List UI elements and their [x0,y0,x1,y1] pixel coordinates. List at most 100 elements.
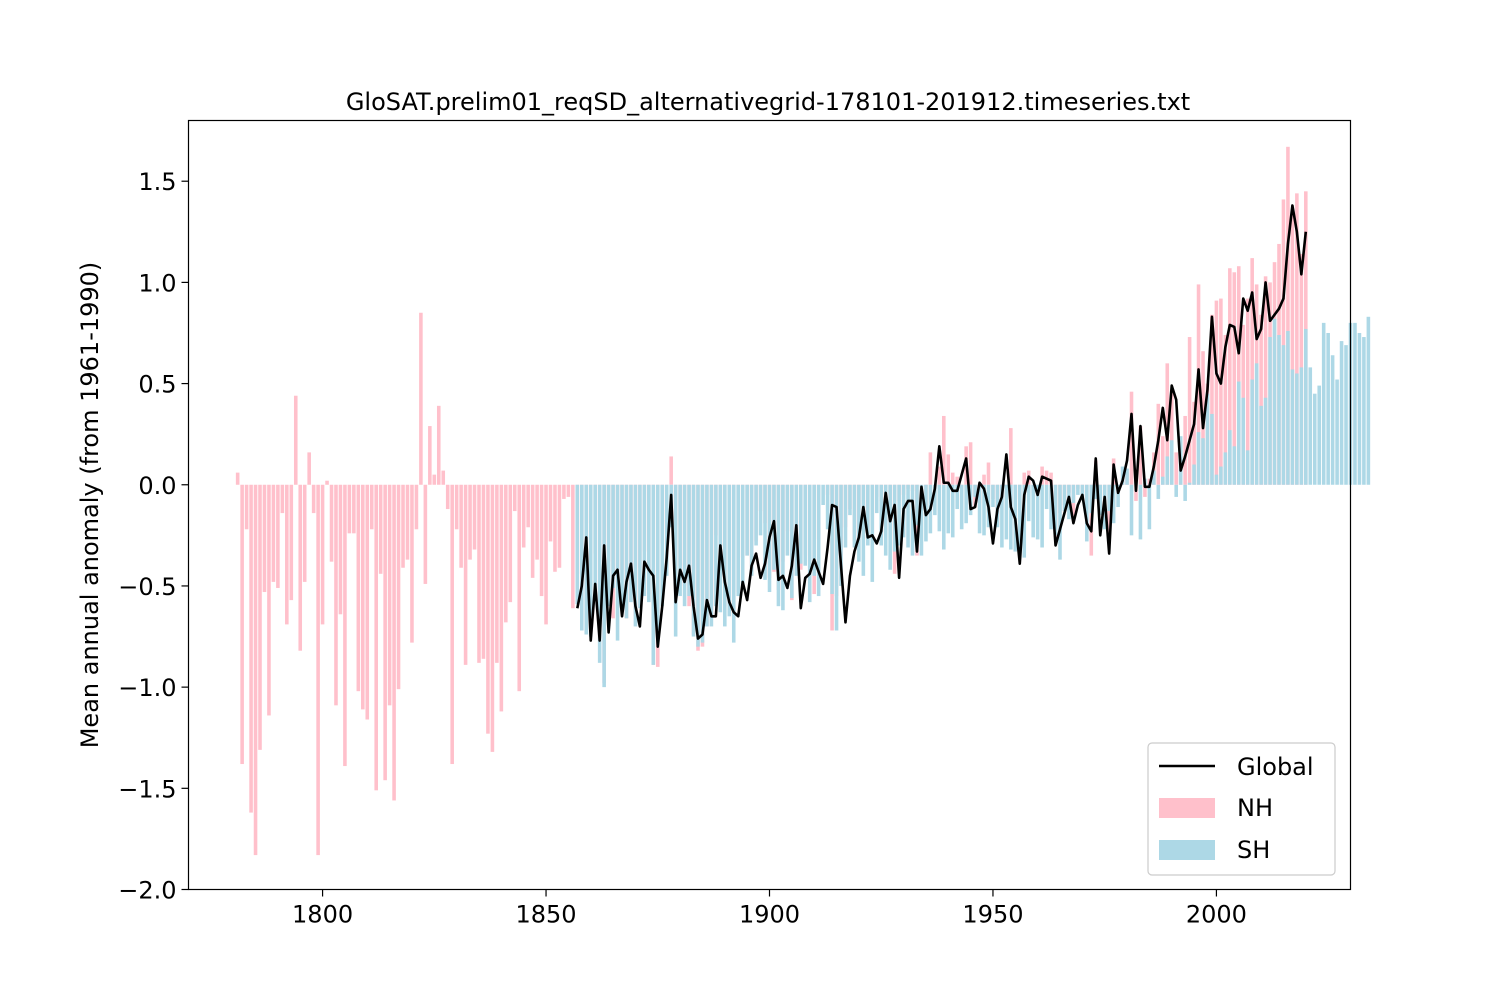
nh-bar-1807 [352,484,356,534]
y-tick-label--2: −2.0 [118,877,176,905]
sh-bar-1882 [687,484,691,597]
sh-bar-1970 [1080,484,1085,497]
nh-bar-1820 [410,484,414,643]
sh-bar-2023 [1317,385,1322,485]
sh-bar-1968 [1071,484,1076,503]
sh-bar-2008 [1250,379,1254,485]
sh-bar-2020 [1304,328,1308,485]
sh-bar-1899 [763,484,767,580]
nh-bar-1793 [289,484,294,601]
nh-bar-1991 [1174,452,1178,485]
nh-bar-2007 [1245,298,1250,485]
sh-bar-1973 [1093,484,1098,499]
sh-bar-2010 [1259,405,1263,485]
sh-bar-1938 [937,484,942,532]
nh-bar-1994 [1187,337,1192,485]
sh-bar-1916 [839,484,843,586]
nh-bar-1954 [1009,428,1013,485]
nh-bar-1945 [968,442,973,485]
legend: Global NH SH [1147,742,1336,876]
nh-bar-1949 [986,462,991,485]
sh-bar-1972 [1089,484,1094,514]
nh-bar-1827 [441,470,446,485]
sh-bar-1886 [705,484,709,627]
sh-bar-2019 [1299,367,1304,485]
nh-bar-1845 [521,484,526,548]
sh-bar-1902 [776,484,781,607]
sh-bar-1898 [758,484,763,536]
nh-bar-1846 [526,484,530,528]
sh-bar-2009 [1254,363,1259,485]
sh-bar-1895 [745,484,749,556]
legend-label-sh: SH [1237,836,1270,864]
nh-bar-1812 [374,484,378,791]
sh-bar-1937 [933,484,937,516]
nh-bar-1814 [383,484,387,781]
x-axis: 1800 1850 1900 1950 2000 [292,889,1247,929]
nh-bar-1795 [298,484,303,651]
x-tick-label-2000: 2000 [1186,901,1247,929]
sh-bar-2017 [1290,369,1295,485]
sh-bar-1865 [611,484,615,588]
nh-bar-1800 [320,484,325,625]
sh-bar-1857 [575,484,580,605]
nh-bar-1822 [419,312,423,485]
nh-bar-1853 [557,484,562,568]
sh-bar-1990 [1169,440,1174,485]
y-tick-label--0.5: −0.5 [118,573,176,601]
sh-bar-1881 [682,484,687,607]
nh-bar-1988 [1161,436,1165,485]
nh-bar-1963 [1049,472,1053,485]
nh-bar-1841 [504,484,508,623]
nh-bar-1821 [414,484,419,530]
sh-bar-1904 [785,484,790,556]
sh-bar-1921 [861,484,866,576]
sh-bar-1909 [807,484,812,603]
sh-bar-2013 [1272,318,1277,485]
sh-bar-1974 [1098,484,1103,516]
sh-bar-2001 [1219,466,1223,485]
legend-label-global: Global [1237,753,1314,781]
nh-bar-1981 [1129,391,1134,485]
sh-bar-2021 [1308,367,1313,485]
sh-bar-2005 [1236,381,1241,485]
sh-bar-1985 [1147,484,1152,530]
nh-bar-1785 [253,484,258,856]
nh-bar-1948 [982,474,986,485]
sh-bar-1965 [1058,484,1062,560]
sh-bar-2026 [1330,355,1335,485]
sh-bar-2004 [1232,446,1237,485]
nh-bar-1849 [539,484,544,597]
sh-bar-1969 [1076,484,1080,495]
nh-bar-1941 [950,472,955,485]
sh-bar-2014 [1277,335,1281,485]
sh-bar-1999 [1210,413,1214,485]
nh-bar-2004 [1232,272,1237,485]
sh-bar-1946 [973,484,977,497]
sh-bar-2011 [1263,397,1268,485]
sh-bar-1998 [1205,393,1210,485]
nh-bar-1799 [316,484,320,856]
sh-bar-1897 [754,484,758,546]
x-tick-label-1800: 1800 [292,901,353,929]
nh-bar-1791 [280,484,285,514]
sh-bar-1863 [602,484,606,688]
nh-bar-1854 [562,484,566,499]
y-axis: −2.0 −1.5 −1.0 −0.5 0.0 0.5 1.0 1.5 [118,168,189,905]
nh-bar-1851 [548,484,553,542]
plot-area [235,146,1371,856]
legend-swatch-nh [1159,798,1215,818]
sh-bar-1963 [1049,484,1053,530]
sh-bar-2007 [1245,450,1250,485]
nh-bar-1828 [445,484,450,510]
sh-bar-1894 [740,484,745,586]
nh-bar-1838 [490,484,495,752]
nh-bar-1957 [1022,472,1027,485]
nh-bar-1826 [436,405,441,485]
nh-bar-1844 [517,484,522,692]
sh-bar-1872 [642,484,647,597]
sh-bar-2025 [1326,332,1330,485]
nh-bar-1784 [249,484,253,813]
nh-bar-2011 [1263,276,1268,485]
